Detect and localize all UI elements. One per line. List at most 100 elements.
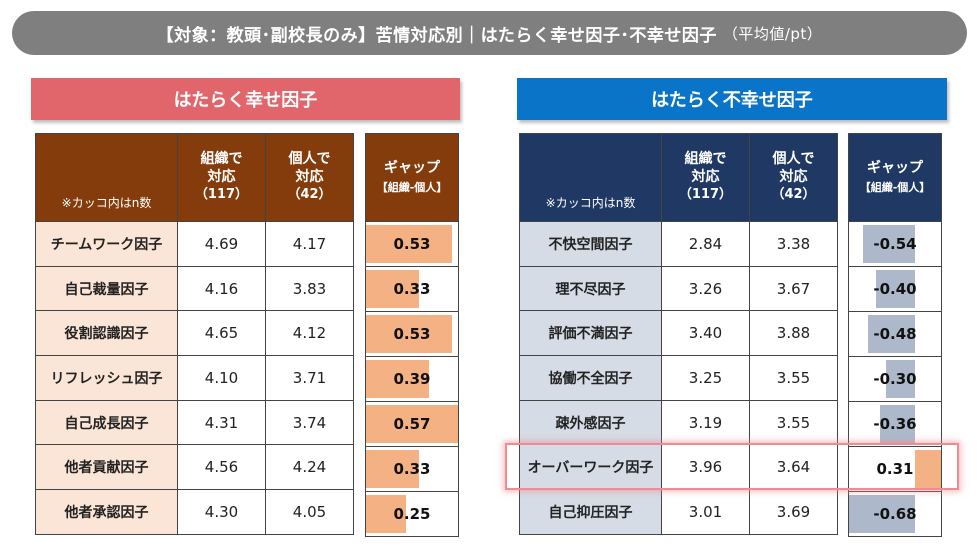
ind-value: 4.05 [265,489,354,535]
ind-value: 4.24 [265,444,354,491]
gap-value: -0.40 [873,280,917,298]
factor-label: 不快空間因子 [519,221,662,267]
gap-row: 0.31 [848,446,942,492]
gap-value: 0.57 [393,415,431,433]
gap-row: -0.36 [848,401,942,447]
org-value: 3.26 [661,265,750,312]
gap-cell: 0.39 [365,356,459,402]
ind-header: 個人で 対応 （42） [749,133,838,222]
gap-cell: 0.25 [365,491,459,537]
gap-value: -0.30 [873,370,917,388]
factor-label: 他者貢献因子 [35,444,178,491]
table-row: 疎外感因子 3.19 3.55 [519,399,838,446]
gap-bar [366,315,452,353]
gap-bar [366,360,429,398]
table-row: 評価不満因子 3.40 3.88 [519,310,838,357]
gap-bar [868,315,915,353]
gap-cell: -0.68 [848,491,942,537]
gap-bar [915,450,941,488]
title-unit: （平均値/pt） [722,24,823,43]
gap-bar [366,495,406,533]
org-value: 3.01 [661,489,750,535]
org-value: 4.31 [177,399,266,446]
gap-bar [880,405,915,443]
gap-cell: 0.53 [365,221,459,267]
factor-label: オーバーワーク因子 [519,444,662,491]
ind-value: 3.71 [265,355,354,401]
gap-value: -0.36 [873,415,917,433]
gap-row: 0.53 [365,311,459,357]
gap-value: -0.68 [873,505,917,523]
gap-value: -0.48 [873,325,917,343]
gap-cell: 0.33 [365,446,459,492]
n-count-note: ※カッコ内はn数 [519,133,662,222]
happy-factors-heading: はたらく幸せ因子 [31,78,460,120]
table-row: 他者承認因子 4.30 4.05 [35,489,354,535]
gap-cell: -0.30 [848,356,942,402]
gap-bar [366,225,452,263]
gap-bar [863,225,915,263]
gap-row: 0.25 [365,491,459,537]
table-row: 役割認識因子 4.65 4.12 [35,310,354,357]
gap-bar [876,270,915,308]
factor-label: 他者承認因子 [35,489,178,535]
gap-header: ギャップ 【組織-個人】 [848,133,942,222]
factor-label: 自己成長因子 [35,399,178,446]
gap-bar [366,450,419,488]
table-row: 理不尽因子 3.26 3.67 [519,265,838,312]
ind-value: 3.67 [749,265,838,312]
gap-row: 0.39 [365,356,459,402]
gap-value: 0.31 [876,460,914,478]
gap-bar [366,270,419,308]
table-row: 自己成長因子 4.31 3.74 [35,399,354,446]
table-row: 自己抑圧因子 3.01 3.69 [519,489,838,535]
factor-label: 疎外感因子 [519,399,662,446]
gap-value: 0.33 [393,460,431,478]
page-title: 【対象：教頭･副校長のみ】苦情対応別｜はたらく幸せ因子･不幸せ因子 [156,25,717,46]
org-value: 4.56 [177,444,266,491]
org-header: 組織で 対応 （117） [177,133,266,222]
factor-label: 協働不全因子 [519,355,662,401]
title-bar: 【対象：教頭･副校長のみ】苦情対応別｜はたらく幸せ因子･不幸せ因子 （平均値/p… [12,11,967,55]
factor-label: リフレッシュ因子 [35,355,178,401]
org-value: 2.84 [661,221,750,267]
ind-value: 3.88 [749,310,838,357]
gap-row: -0.54 [848,221,942,267]
org-value: 4.65 [177,310,266,357]
happy-factors-table: ※カッコ内はn数 組織で 対応 （117） 個人で 対応 （42） チームワーク… [35,133,354,535]
gap-bar [849,495,915,533]
gap-row: 0.33 [365,266,459,312]
ind-value: 4.12 [265,310,354,357]
gap-value: 0.33 [393,280,431,298]
gap-bar [366,405,458,443]
org-header: 組織で 対応 （117） [661,133,750,222]
gap-row: 0.53 [365,221,459,267]
n-count-note: ※カッコ内はn数 [35,133,178,222]
unhappy-factors-table: ※カッコ内はn数 組織で 対応 （117） 個人で 対応 （42） 不快空間因子… [519,133,838,535]
ind-value: 3.69 [749,489,838,535]
org-value: 3.96 [661,444,750,491]
ind-value: 4.17 [265,221,354,267]
ind-value: 3.55 [749,355,838,401]
table-row: 自己裁量因子 4.16 3.83 [35,265,354,312]
gap-cell: -0.54 [848,221,942,267]
factor-label: 評価不満因子 [519,310,662,357]
unhappy-factors-heading: はたらく不幸せ因子 [517,78,947,120]
ind-value: 3.83 [265,265,354,312]
gap-cell: -0.40 [848,266,942,312]
gap-cell: -0.36 [848,401,942,447]
table-row: 不快空間因子 2.84 3.38 [519,221,838,267]
table-row: リフレッシュ因子 4.10 3.71 [35,355,354,401]
gap-value: 0.39 [393,370,431,388]
org-value: 4.16 [177,265,266,312]
org-value: 4.10 [177,355,266,401]
factor-label: 自己抑圧因子 [519,489,662,535]
gap-bar [886,360,915,398]
factor-label: チームワーク因子 [35,221,178,267]
table-row: 協働不全因子 3.25 3.55 [519,355,838,401]
factor-label: 自己裁量因子 [35,265,178,312]
gap-cell: 0.33 [365,266,459,312]
gap-row: 0.33 [365,446,459,492]
org-value: 3.25 [661,355,750,401]
gap-row: -0.40 [848,266,942,312]
